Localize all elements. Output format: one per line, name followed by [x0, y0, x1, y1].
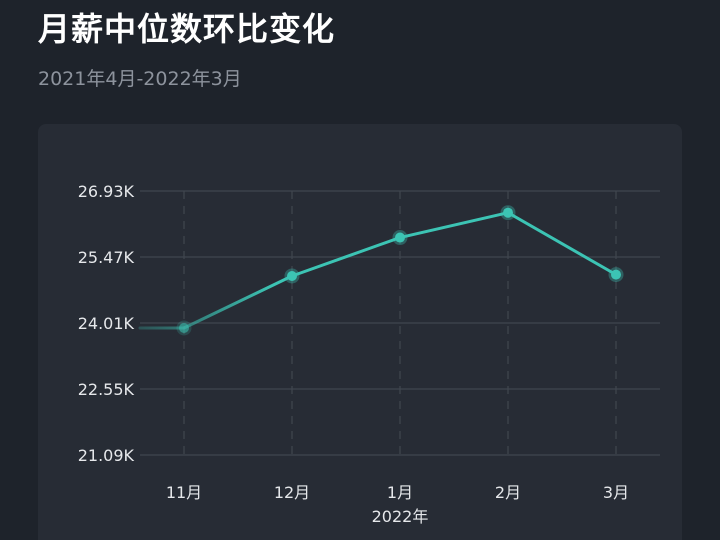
data-point-dot — [179, 322, 189, 333]
y-tick-label: 22.55K — [78, 380, 135, 399]
y-tick-label: 24.01K — [78, 314, 135, 333]
y-tick-label: 25.47K — [78, 248, 135, 267]
chart-card: 26.93K 25.47K 24.01K 22.55K 21.09K 11月 12月 1月 2… — [38, 124, 682, 540]
page-subtitle: 2021年4月-2022年3月 — [38, 68, 242, 90]
data-point[interactable] — [392, 230, 408, 246]
data-point[interactable] — [608, 267, 624, 283]
series-layer — [138, 211, 618, 330]
x-tick-label: 1月 — [387, 483, 413, 502]
x-tick-label: 2月 — [495, 483, 521, 502]
data-point[interactable] — [284, 268, 300, 284]
x-tick-label: 3月 — [603, 483, 629, 502]
data-point[interactable] — [500, 205, 516, 221]
data-point-dot — [611, 269, 621, 280]
grid-layer — [140, 190, 660, 456]
series-line — [138, 211, 618, 330]
line-chart: 26.93K 25.47K 24.01K 22.55K 21.09K 11月 12月 1月 2… — [78, 182, 660, 526]
x-group-label: 2022年 — [372, 507, 429, 526]
data-point[interactable] — [176, 320, 192, 336]
data-point-dot — [503, 207, 513, 218]
x-tick-label: 12月 — [274, 483, 310, 502]
data-point-dot — [287, 270, 297, 281]
x-axis-labels: 11月 12月 1月 2月 3月 2022年 — [166, 483, 629, 526]
data-point-dot — [395, 232, 405, 243]
y-tick-label: 26.93K — [78, 182, 135, 201]
x-tick-label: 11月 — [166, 483, 202, 502]
points-layer — [176, 205, 624, 336]
page-title: 月薪中位数环比变化 — [38, 10, 336, 48]
y-axis-labels: 26.93K 25.47K 24.01K 22.55K 21.09K — [78, 182, 135, 465]
y-tick-label: 21.09K — [78, 446, 135, 465]
